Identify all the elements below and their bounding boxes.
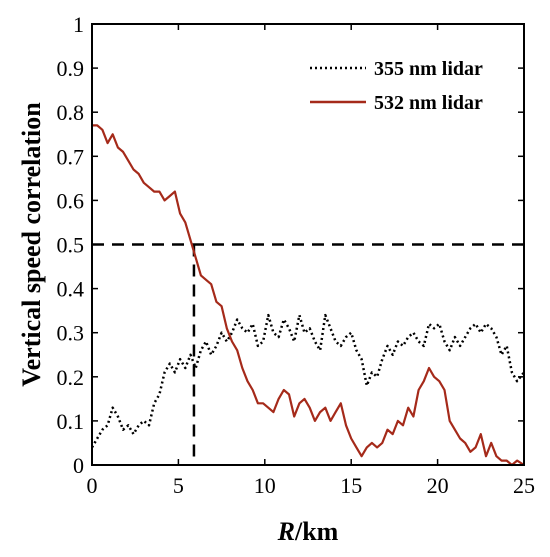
series-group <box>90 124 525 467</box>
y-tick-label: 0 <box>73 453 84 478</box>
x-tick-label: 5 <box>173 473 184 498</box>
legend-label-532nm: 532 nm lidar <box>374 92 483 114</box>
y-tick-label: 0.2 <box>57 365 85 390</box>
y-tick-label: 0.4 <box>57 277 85 302</box>
y-tick-label: 0.5 <box>57 233 85 258</box>
legend: 355 nm lidar 532 nm lidar <box>310 58 483 114</box>
x-axis-title-rest: /km <box>294 517 339 546</box>
x-tick-label: 20 <box>427 473 449 498</box>
x-tick-label: 0 <box>87 473 98 498</box>
legend-label-355nm: 355 nm lidar <box>374 58 483 80</box>
x-tick-label: 15 <box>340 473 362 498</box>
x-tick-label: 25 <box>513 473 535 498</box>
y-tick-label: 0.6 <box>57 188 85 213</box>
y-tick-label: 0.7 <box>57 144 85 169</box>
y-axis-title: Vertical speed correlation <box>17 102 46 387</box>
series-line-532nm <box>92 124 525 467</box>
x-axis-title-italic: R <box>277 517 295 546</box>
reference-lines <box>92 243 524 465</box>
x-axis-title: R/km <box>277 517 339 546</box>
y-tick-label: 1 <box>73 12 84 37</box>
y-tick-label: 0.9 <box>57 56 85 81</box>
x-tick-label: 10 <box>254 473 276 498</box>
y-tick-label: 0.1 <box>57 409 85 434</box>
ticks-group: 0 5 10 15 20 25 0 0.1 0.2 0.3 0.4 0.5 0.6 0.7 0.8 0.9 1 <box>57 12 536 498</box>
y-tick-label: 0.8 <box>57 100 85 125</box>
y-tick-label: 0.3 <box>57 321 85 346</box>
series-line-355nm <box>90 313 525 449</box>
